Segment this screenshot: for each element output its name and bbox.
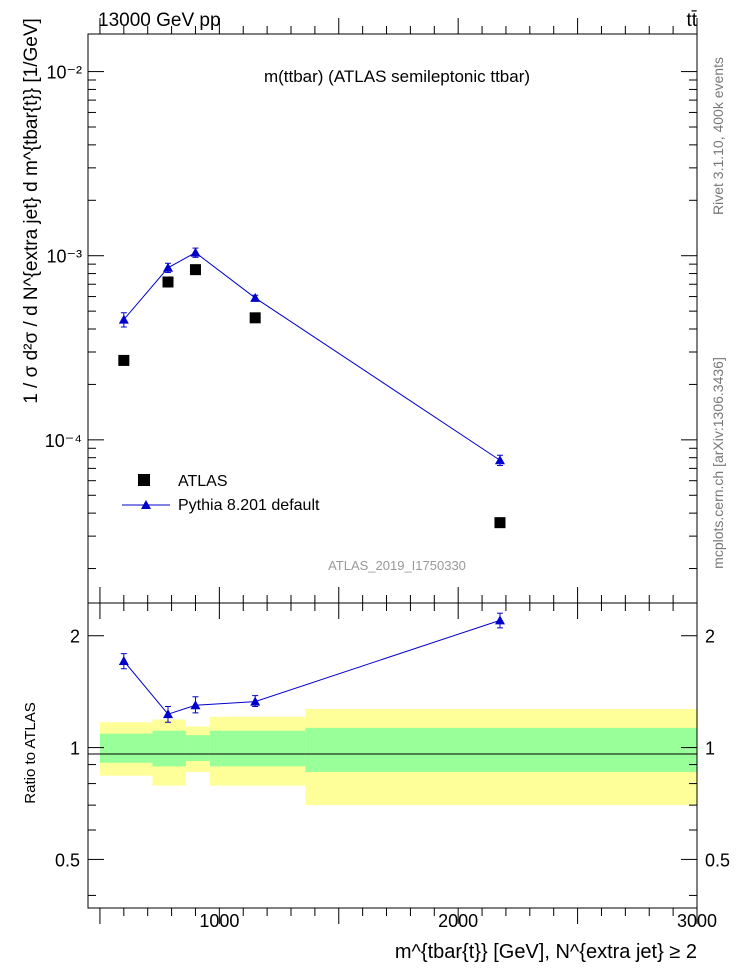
ratio-inner-band <box>305 727 697 772</box>
ratio-inner-band <box>152 730 186 767</box>
pythia-point <box>190 247 201 257</box>
pythia-point <box>494 455 505 465</box>
pythia-line <box>123 251 501 461</box>
ratio-pythia-point <box>190 700 201 710</box>
chart-title: m(ttbar) (ATLAS semileptonic ttbar) <box>264 67 530 86</box>
header-left: 13000 GeV pp <box>98 10 221 31</box>
main-y-tick-label: 10⁻² <box>46 63 82 83</box>
ratio-y-tick-label-right: 0.5 <box>705 850 730 870</box>
x-tick-label: 1000 <box>199 911 239 931</box>
header-right: tt̄ <box>686 10 697 31</box>
ratio-panel-frame <box>87 602 698 909</box>
legend-atlas-label: ATLAS <box>178 473 228 490</box>
main-data-marks <box>118 247 506 529</box>
ratio-pythia-point <box>163 709 174 719</box>
main-y-tick-label: 10⁻³ <box>46 247 82 267</box>
atlas-point <box>118 354 130 366</box>
atlas-point <box>189 264 201 276</box>
ratio-y-tick-label: 0.5 <box>55 850 80 870</box>
x-axis-ticks: 1000 2000 3000 <box>99 18 717 931</box>
x-tick-label: 3000 <box>677 911 717 931</box>
analysis-watermark: ATLAS_2019_I1750330 <box>328 558 466 573</box>
ratio-pythia-point <box>494 615 505 625</box>
pythia-point <box>163 262 174 272</box>
ratio-inner-band <box>99 733 153 763</box>
ratio-y-tick-label-right: 1 <box>705 739 715 759</box>
ratio-inner-band <box>209 730 306 767</box>
ratio-pythia-point <box>250 696 261 706</box>
mcplots-label: mcplots.cern.ch [arXiv:1306.3436] <box>710 357 726 569</box>
ratio-pythia-line <box>123 619 501 715</box>
legend-pythia-marker <box>141 500 151 509</box>
legend: ATLAS Pythia 8.201 default <box>122 473 320 514</box>
ratio-inner-band <box>185 735 210 762</box>
ratio-pythia-point <box>118 656 129 666</box>
ratio-y-axis-label: Ratio to ATLAS <box>22 702 39 803</box>
rivet-version-label: Rivet 3.1.10, 400k events <box>710 57 726 215</box>
legend-pythia-label: Pythia 8.201 default <box>178 497 320 514</box>
ratio-y-tick-label: 1 <box>70 739 80 759</box>
ratio-bands <box>99 709 697 806</box>
pythia-point <box>250 292 261 302</box>
atlas-point <box>494 517 506 529</box>
main-panel-frame <box>87 33 698 604</box>
legend-atlas-marker <box>138 474 150 486</box>
x-tick-label: 2000 <box>438 911 478 931</box>
atlas-point <box>249 312 261 324</box>
main-y-tick-label: 10⁻⁴ <box>45 431 82 451</box>
ratio-data-marks <box>118 612 505 723</box>
ratio-ticks: 0.5 0.5 1 1 2 2 <box>55 627 730 896</box>
atlas-point <box>162 276 174 288</box>
main-y-axis-label: 1 / σ d²σ / d N^{extra jet} d m^{tbar{t}… <box>21 18 42 404</box>
ratio-panel: Ratio to ATLAS 0.5 0.5 1 1 2 2 m^{tbar{t}} [G… <box>22 602 730 963</box>
ratio-y-tick-label: 2 <box>70 627 80 647</box>
x-axis-label: m^{tbar{t}} [GeV], N^{extra jet} ≥ 2 <box>395 941 697 963</box>
ratio-y-tick-label-right: 2 <box>705 627 715 647</box>
main-y-ticks: 10⁻² 10⁻³ 10⁻⁴ <box>45 63 697 570</box>
main-panel: m(ttbar) (ATLAS semileptonic ttbar) ATLA… <box>21 18 698 604</box>
pythia-point <box>118 314 129 324</box>
